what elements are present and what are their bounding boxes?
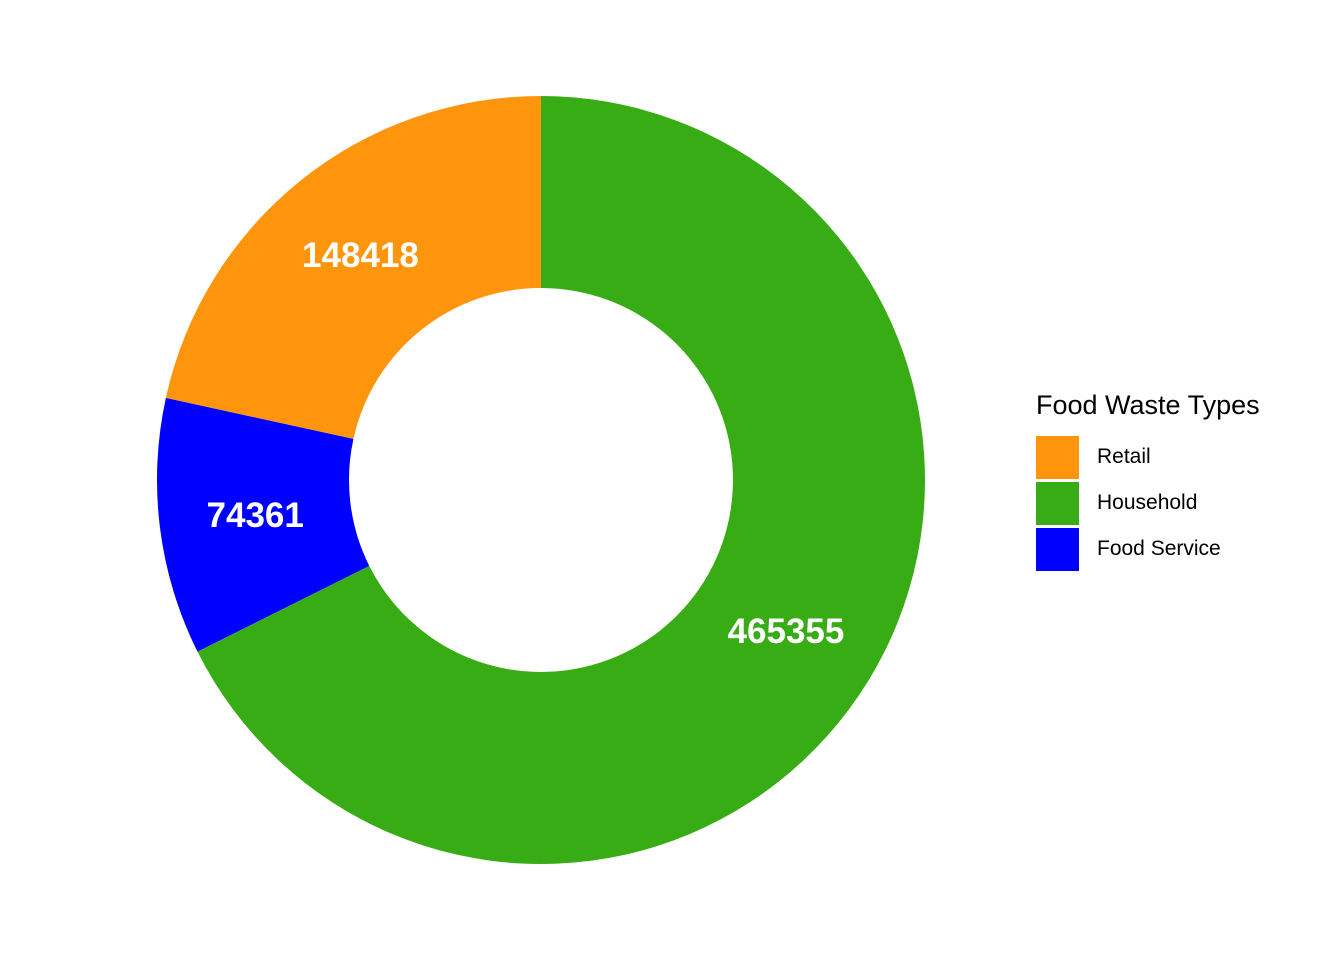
legend-title: Food Waste Types: [1036, 390, 1260, 420]
legend-swatch-retail: [1036, 435, 1079, 479]
legend-swatch-food-service: [1036, 527, 1079, 571]
data-label-household: 465355: [728, 612, 845, 651]
slices-layer: [156, 96, 926, 864]
slice-food-service: [156, 397, 370, 652]
legend-item-retail: Retail: [1036, 434, 1336, 480]
legend-items: Retail Household Food Service: [1036, 434, 1336, 572]
legend-label-food-service: Food Service: [1097, 537, 1221, 560]
slice-household: [197, 96, 926, 864]
legend: Food Waste Types Retail Household Food Ser…: [1036, 388, 1336, 572]
legend-swatch-household: [1036, 481, 1079, 525]
slice-retail: [165, 96, 541, 439]
legend-label-retail: Retail: [1097, 445, 1151, 468]
data-label-retail: 148418: [302, 236, 419, 275]
legend-item-household: Household: [1036, 480, 1336, 526]
data-label-food-service: 74361: [207, 496, 304, 535]
legend-item-food-service: Food Service: [1036, 526, 1336, 572]
legend-label-household: Household: [1097, 491, 1198, 514]
labels-layer: 465355 74361 148418: [207, 236, 845, 651]
